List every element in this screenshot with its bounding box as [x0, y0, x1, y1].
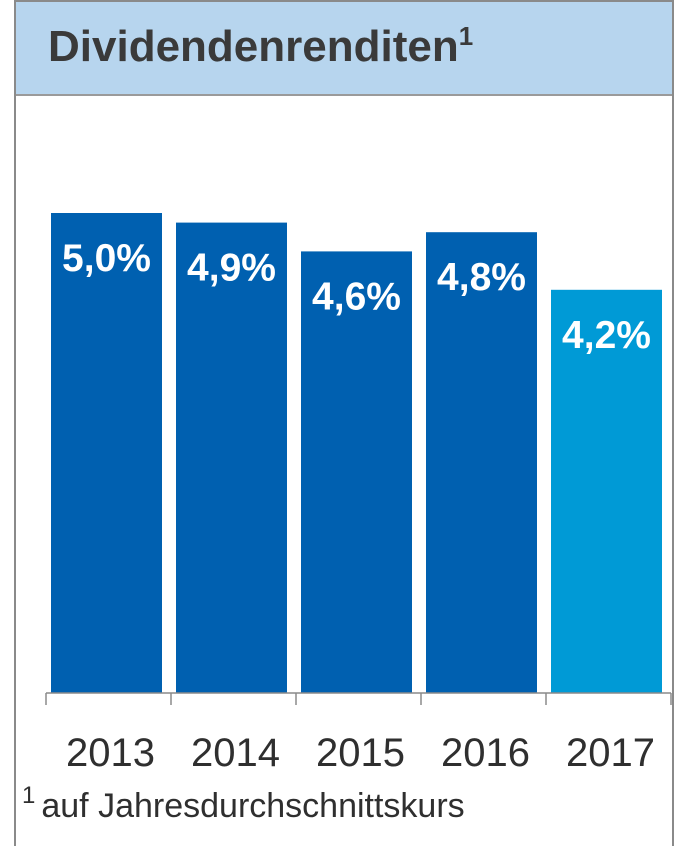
footnote-mark: 1: [22, 782, 36, 809]
data-label-2015: 4,6%: [312, 275, 401, 318]
chart-title-footnote-mark: 1: [458, 21, 474, 51]
data-label-2016: 4,8%: [437, 256, 526, 299]
bar-2017: [551, 289, 662, 693]
x-tick-label-2014: 2014: [191, 731, 280, 775]
data-label-2014: 4,9%: [187, 247, 276, 290]
x-tick-label-2017: 2017: [566, 731, 655, 775]
x-tick-label-2015: 2015: [316, 731, 405, 775]
x-tick-label-2016: 2016: [441, 731, 530, 775]
chart-title: Dividendenrenditen1: [48, 20, 473, 74]
chart-header: Dividendenrenditen1: [16, 2, 672, 96]
x-tick-label-2013: 2013: [66, 731, 155, 775]
bar-2015: [301, 251, 412, 693]
bar-2016: [426, 232, 537, 693]
bar-2014: [176, 222, 287, 693]
footnote: 1 auf Jahresdurchschnittskurs: [22, 784, 465, 828]
chart-title-text: Dividendenrenditen: [48, 22, 459, 71]
data-label-2013: 5,0%: [62, 237, 151, 280]
data-label-2017: 4,2%: [562, 314, 651, 357]
footnote-text: auf Jahresdurchschnittskurs: [41, 787, 465, 825]
bar-2013: [51, 213, 162, 693]
